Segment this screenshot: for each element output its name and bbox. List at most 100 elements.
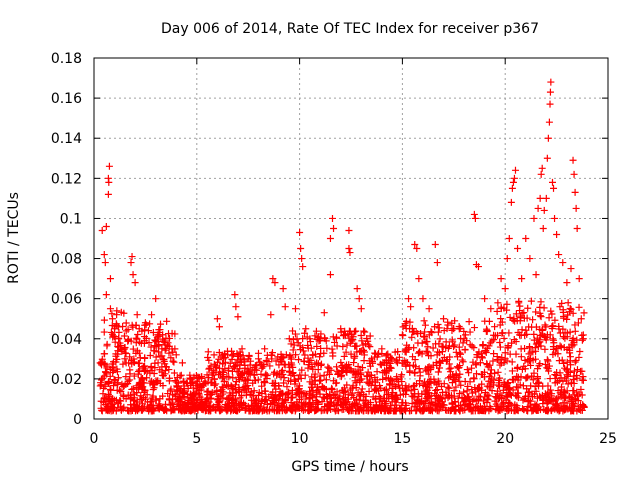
data-point xyxy=(481,295,489,303)
data-point xyxy=(360,391,368,399)
data-point xyxy=(135,359,143,367)
data-point xyxy=(237,371,245,379)
data-point xyxy=(525,344,533,352)
data-point xyxy=(537,313,545,321)
data-point xyxy=(451,341,459,349)
data-point xyxy=(146,351,154,359)
data-point xyxy=(570,367,578,375)
data-point xyxy=(470,324,478,332)
data-point xyxy=(146,320,154,328)
data-point xyxy=(320,371,328,379)
data-point xyxy=(320,349,328,357)
data-point xyxy=(220,355,228,363)
data-point xyxy=(553,230,561,238)
data-point xyxy=(120,332,128,340)
data-point xyxy=(427,375,435,383)
data-point xyxy=(536,338,544,346)
data-point xyxy=(316,376,324,384)
data-point xyxy=(162,400,170,408)
data-point xyxy=(470,404,478,412)
data-point xyxy=(575,275,583,283)
data-point xyxy=(408,333,416,341)
data-point xyxy=(198,396,206,404)
data-point xyxy=(546,100,554,108)
data-point xyxy=(158,345,166,353)
data-point xyxy=(351,373,359,381)
data-point xyxy=(126,370,134,378)
data-point xyxy=(507,198,515,206)
data-point xyxy=(461,331,469,339)
data-point xyxy=(416,368,424,376)
data-point xyxy=(387,407,395,415)
data-point xyxy=(225,364,233,372)
data-point xyxy=(433,259,441,267)
data-point xyxy=(365,341,373,349)
data-point xyxy=(250,363,258,371)
data-point xyxy=(314,366,322,374)
data-point xyxy=(356,375,364,383)
data-point xyxy=(423,338,431,346)
data-point xyxy=(541,345,549,353)
data-point xyxy=(313,359,321,367)
data-point xyxy=(504,379,512,387)
data-point xyxy=(527,361,535,369)
data-point xyxy=(468,385,476,393)
data-point xyxy=(342,348,350,356)
data-point xyxy=(213,315,221,323)
data-point xyxy=(100,316,108,324)
data-point xyxy=(468,342,476,350)
data-point xyxy=(579,376,587,384)
data-point xyxy=(236,402,244,410)
data-point xyxy=(129,345,137,353)
data-point xyxy=(354,362,362,370)
data-point xyxy=(241,364,249,372)
data-point xyxy=(373,368,381,376)
data-point xyxy=(106,372,114,380)
data-point xyxy=(442,344,450,352)
data-point xyxy=(564,311,572,319)
data-point xyxy=(223,407,231,415)
data-point xyxy=(364,373,372,381)
data-point xyxy=(523,330,531,338)
data-point xyxy=(514,394,522,402)
data-point xyxy=(417,407,425,415)
data-point xyxy=(514,245,522,253)
data-point xyxy=(164,339,172,347)
data-point xyxy=(435,349,443,357)
data-point xyxy=(419,295,427,303)
data-point xyxy=(451,317,459,325)
data-point xyxy=(421,321,429,329)
data-point xyxy=(561,405,569,413)
data-point xyxy=(134,330,142,338)
data-point xyxy=(327,406,335,414)
data-point xyxy=(327,398,335,406)
data-point xyxy=(508,339,516,347)
data-point xyxy=(427,328,435,336)
data-point xyxy=(490,336,498,344)
data-point xyxy=(300,358,308,366)
data-point xyxy=(444,321,452,329)
data-point xyxy=(138,396,146,404)
data-point xyxy=(494,407,502,415)
data-point xyxy=(546,88,554,96)
data-point xyxy=(498,392,506,400)
data-point xyxy=(289,369,297,377)
data-point xyxy=(470,375,478,383)
data-point xyxy=(319,384,327,392)
data-point xyxy=(267,311,275,319)
data-point xyxy=(459,358,467,366)
data-point xyxy=(234,313,242,321)
data-point xyxy=(333,363,341,371)
data-point xyxy=(373,385,381,393)
data-point xyxy=(314,400,322,408)
data-point xyxy=(156,366,164,374)
data-point xyxy=(330,224,338,232)
data-point xyxy=(519,382,527,390)
data-point xyxy=(358,337,366,345)
data-point xyxy=(380,394,388,402)
data-point xyxy=(322,376,330,384)
data-point xyxy=(110,404,118,412)
data-point xyxy=(113,386,121,394)
data-point xyxy=(546,375,554,383)
data-point xyxy=(254,402,262,410)
